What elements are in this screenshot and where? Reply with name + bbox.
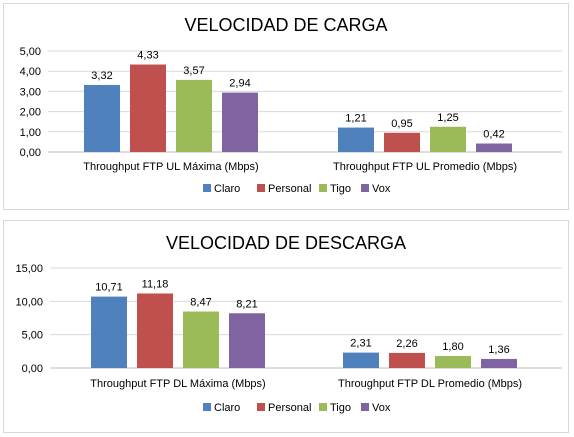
legend-swatch-claro	[203, 184, 211, 192]
legend-swatch-vox	[361, 184, 369, 192]
y-tick-label: 2,00	[20, 107, 41, 119]
data-label: 4,33	[137, 50, 158, 62]
legend: Claro Personal Tigo Vox	[203, 402, 391, 414]
legend-label-claro: Claro	[214, 402, 240, 414]
data-label: 0,42	[483, 129, 504, 141]
y-tick-label: 5,00	[22, 330, 43, 342]
bar-claro	[84, 84, 120, 152]
legend-label-tigo: Tigo	[330, 183, 351, 195]
y-tick-label: 10,00	[15, 296, 43, 308]
bar-vox	[481, 358, 517, 368]
data-label: 1,25	[437, 112, 458, 124]
bar-tigo	[183, 311, 219, 368]
data-label: 3,32	[91, 70, 112, 82]
data-label: 2,94	[229, 78, 250, 90]
download-speed-chart: VELOCIDAD DE DESCARGA 0,00 5,00 10,00 15,00 1…	[15, 233, 562, 414]
chart-title: VELOCIDAD DE CARGA	[184, 15, 387, 35]
bar-vox	[229, 313, 265, 368]
legend-swatch-personal	[257, 184, 265, 192]
data-label: 3,57	[183, 65, 204, 77]
upload-speed-chart-panel: VELOCIDAD DE CARGA 0,00 1,00 2,00 3,00 4,00 5,…	[3, 3, 569, 210]
upload-speed-chart: VELOCIDAD DE CARGA 0,00 1,00 2,00 3,00 4,00 5,…	[20, 15, 562, 195]
category-label: Throughput FTP UL Máxima (Mbps)	[83, 161, 258, 173]
y-tick-label: 3,00	[20, 86, 41, 98]
legend-swatch-tigo	[319, 403, 327, 411]
bar-personal	[389, 352, 425, 368]
bar-vox	[222, 92, 258, 152]
y-tick-label: 0,00	[22, 363, 43, 375]
legend-label-personal: Personal	[268, 183, 311, 195]
legend-label-vox: Vox	[372, 183, 391, 195]
bar-claro	[338, 127, 374, 152]
legend-label-vox: Vox	[372, 402, 391, 414]
y-tick-label: 1,00	[20, 127, 41, 139]
category-label: Throughput FTP UL Promedio (Mbps)	[333, 161, 517, 173]
category-label: Throughput FTP DL Promedio (Mbps)	[338, 378, 522, 390]
legend: Claro Personal Tigo Vox	[203, 183, 391, 195]
chart-title: VELOCIDAD DE DESCARGA	[166, 233, 406, 253]
data-label: 10,71	[95, 282, 123, 294]
data-label: 2,26	[396, 338, 417, 350]
data-label: 8,21	[236, 298, 257, 310]
legend-swatch-tigo	[319, 184, 327, 192]
bar-claro	[343, 352, 379, 368]
data-label: 11,18	[142, 278, 169, 290]
bar-claro	[91, 296, 127, 368]
y-tick-label: 4,00	[20, 66, 41, 78]
bar-personal	[384, 132, 420, 152]
legend-label-personal: Personal	[268, 402, 311, 414]
bar-tigo	[435, 356, 471, 368]
data-label: 2,31	[350, 338, 371, 350]
bar-tigo	[430, 126, 466, 152]
bar-personal	[130, 64, 166, 152]
legend-swatch-claro	[203, 403, 211, 411]
data-label: 1,36	[488, 344, 509, 356]
data-label: 0,95	[391, 118, 412, 130]
data-label: 1,21	[345, 113, 366, 125]
download-speed-chart-panel: VELOCIDAD DE DESCARGA 0,00 5,00 10,00 15,00 1…	[3, 220, 569, 433]
y-tick-label: 15,00	[15, 263, 43, 275]
bar-vox	[476, 143, 512, 152]
legend-swatch-personal	[257, 403, 265, 411]
y-tick-label: 5,00	[20, 46, 41, 58]
data-label: 1,80	[442, 341, 463, 353]
bar-tigo	[176, 79, 212, 152]
y-tick-label: 0,00	[20, 147, 41, 159]
bar-personal	[137, 293, 173, 368]
category-label: Throughput FTP DL Máxima (Mbps)	[90, 378, 265, 390]
legend-label-claro: Claro	[214, 183, 240, 195]
legend-label-tigo: Tigo	[330, 402, 351, 414]
data-label: 8,47	[190, 297, 211, 309]
legend-swatch-vox	[361, 403, 369, 411]
